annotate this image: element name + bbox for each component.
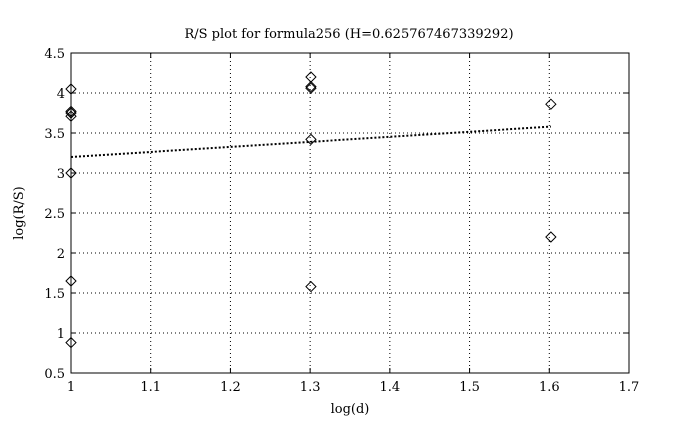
grid bbox=[71, 53, 629, 373]
y-tick-label: 3 bbox=[57, 167, 65, 182]
x-tick-label: 1.7 bbox=[619, 380, 640, 395]
data-point bbox=[545, 231, 557, 243]
data-point bbox=[305, 280, 317, 293]
axis-ticks: 1 1.1 1.2 1.3 1.4 1.5 1.6 1.70.511.522.533.544.… bbox=[44, 47, 639, 395]
data-point bbox=[65, 336, 77, 349]
fit-line-group bbox=[70, 125, 551, 158]
data-point bbox=[545, 98, 557, 110]
y-tick-label: 2.5 bbox=[44, 207, 65, 222]
x-tick-label: 1.1 bbox=[140, 380, 161, 395]
plot-frame bbox=[70, 52, 630, 374]
data-point bbox=[65, 83, 77, 95]
y-tick-label: 4 bbox=[57, 87, 65, 102]
y-tick-label: 3.5 bbox=[44, 127, 65, 142]
y-tick-label: 1 bbox=[57, 327, 65, 342]
data-point bbox=[305, 80, 317, 93]
x-tick-label: 1.6 bbox=[539, 380, 560, 395]
x-tick-label: 1.2 bbox=[220, 380, 241, 395]
x-tick-label: 1.3 bbox=[300, 380, 321, 395]
y-tick-label: 1.5 bbox=[44, 287, 65, 302]
x-axis-label: log(d) bbox=[331, 402, 370, 417]
x-tick-label: 1.5 bbox=[459, 380, 480, 395]
chart-title: R/S plot for formula256 (H=0.62576746733… bbox=[184, 27, 513, 42]
data-point bbox=[65, 110, 77, 122]
data-points bbox=[65, 71, 557, 349]
data-point bbox=[65, 107, 77, 119]
y-axis-label: log(R/S) bbox=[12, 186, 27, 240]
data-point bbox=[65, 167, 77, 179]
data-point bbox=[305, 82, 317, 94]
y-tick-label: 0.5 bbox=[44, 367, 65, 382]
x-tick-label: 1 bbox=[67, 380, 75, 395]
data-point bbox=[305, 133, 317, 146]
data-point bbox=[305, 71, 317, 83]
y-tick-label: 4.5 bbox=[44, 47, 65, 62]
data-point bbox=[65, 105, 77, 118]
y-tick-label: 2 bbox=[57, 247, 65, 262]
x-tick-label: 1.4 bbox=[380, 380, 401, 395]
fit-line bbox=[70, 125, 551, 158]
data-point bbox=[65, 275, 77, 287]
